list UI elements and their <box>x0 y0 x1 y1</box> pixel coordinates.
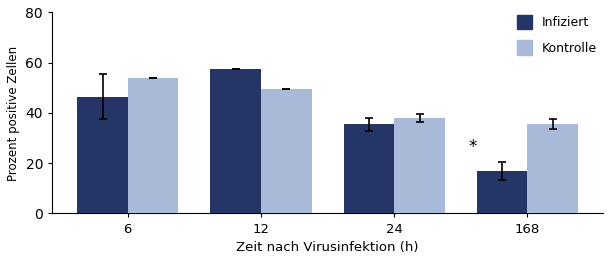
X-axis label: Zeit nach Virusinfektion (h): Zeit nach Virusinfektion (h) <box>236 241 419 254</box>
Bar <box>477 171 528 213</box>
Bar <box>128 78 178 213</box>
Bar <box>394 118 445 213</box>
Bar <box>343 124 394 213</box>
Bar <box>77 97 128 213</box>
Legend: Infiziert, Kontrolle: Infiziert, Kontrolle <box>517 15 597 55</box>
Text: *: * <box>468 138 477 156</box>
Bar <box>261 89 312 213</box>
Y-axis label: Prozent positive Zellen: Prozent positive Zellen <box>7 45 20 181</box>
Bar <box>528 124 578 213</box>
Bar <box>210 69 261 213</box>
